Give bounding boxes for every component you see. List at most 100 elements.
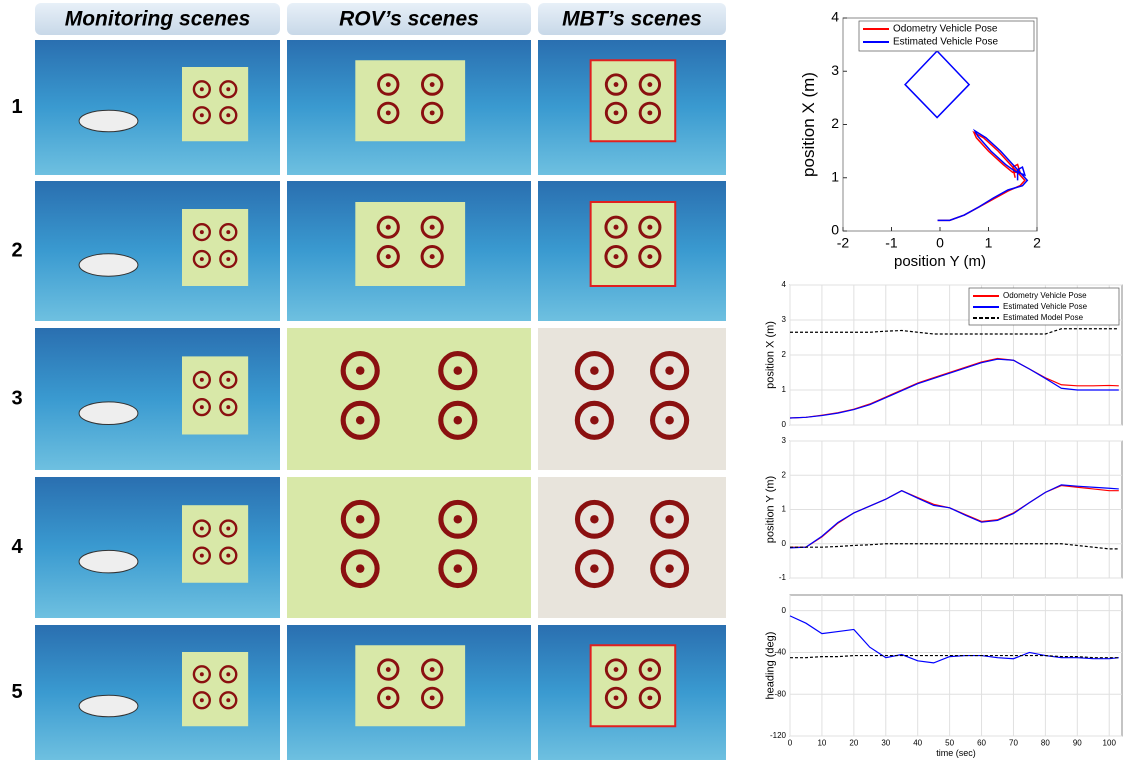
rov (79, 110, 138, 132)
target-dot (200, 526, 204, 530)
legend-label: Estimated Vehicle Pose (1003, 302, 1088, 311)
x-tick-label: 0 (788, 738, 793, 747)
target-dot (200, 672, 204, 676)
y-tick-label: 2 (831, 115, 839, 131)
target-dot (614, 82, 619, 87)
target-dot (200, 230, 204, 234)
x-tick-label: 0 (936, 234, 944, 250)
x-tick-label: 1 (985, 234, 993, 250)
target-dot (647, 82, 652, 87)
y-tick-label: 3 (782, 436, 787, 445)
rov (79, 695, 138, 717)
x-tick-label: 10 (817, 738, 826, 747)
row-label: 1 (11, 96, 22, 118)
target-dot (226, 113, 230, 117)
target-box (355, 60, 465, 141)
target-box (591, 645, 676, 726)
y-tick-label: 1 (782, 505, 787, 514)
x-tick-label: 70 (1009, 738, 1018, 747)
x-tick-label: 50 (945, 738, 954, 747)
target-dot (226, 405, 230, 409)
target-dot (665, 515, 673, 523)
target-dot (200, 257, 204, 261)
x-tick-label: 20 (849, 738, 858, 747)
x-tick-label: 60 (977, 738, 986, 747)
target-dot (665, 564, 673, 572)
target-dot (226, 526, 230, 530)
rov (79, 254, 138, 276)
target-dot (647, 225, 652, 230)
target-dot (200, 378, 204, 382)
target-box (287, 328, 531, 470)
target-dot (614, 667, 619, 672)
target-dot (614, 254, 619, 259)
target-box (182, 209, 248, 286)
target-dot (356, 564, 364, 572)
x-tick-label: 90 (1073, 738, 1082, 747)
y-tick-label: 0 (782, 606, 787, 615)
canvas: Monitoring scenesROV’s scenesMBT’s scene… (0, 0, 1135, 762)
y-axis-label: heading (deg) (765, 632, 777, 700)
y-tick-label: 0 (782, 420, 787, 429)
photo (538, 328, 726, 470)
target-dot (200, 113, 204, 117)
target-box (182, 652, 248, 726)
target-dot (226, 230, 230, 234)
target-dot (226, 672, 230, 676)
target-box (591, 60, 676, 141)
figure: Monitoring scenesROV’s scenesMBT’s scene… (0, 0, 1135, 762)
x-tick-label: 2 (1033, 234, 1041, 250)
x-tick-label: 30 (881, 738, 890, 747)
row-label: 4 (11, 536, 23, 558)
y-tick-label: 4 (782, 280, 787, 289)
y-tick-label: 2 (782, 470, 787, 479)
x-tick-label: -1 (885, 234, 898, 250)
target-dot (430, 225, 435, 230)
target-dot (226, 257, 230, 261)
target-dot (430, 667, 435, 672)
target-dot (356, 366, 365, 375)
target-box (182, 67, 248, 141)
y-tick-label: 3 (831, 62, 839, 78)
legend-label: Odometry Vehicle Pose (1003, 291, 1087, 300)
target-dot (430, 110, 435, 115)
target-dot (200, 87, 204, 91)
y-tick-label: 3 (782, 315, 787, 324)
y-tick-label: 1 (782, 385, 787, 394)
target-dot (386, 225, 391, 230)
x-tick-label: 100 (1103, 738, 1117, 747)
target-dot (386, 110, 391, 115)
target-dot (665, 416, 674, 425)
y-tick-label: 1 (831, 168, 839, 184)
row-label: 5 (11, 681, 22, 703)
legend-label: Odometry Vehicle Pose (893, 24, 998, 35)
column-header: MBT’s scenes (562, 8, 702, 31)
column-header: Monitoring scenes (65, 8, 251, 31)
target-dot (200, 554, 204, 558)
target-dot (226, 554, 230, 558)
target-dot (590, 366, 599, 375)
target-dot (647, 254, 652, 259)
target-dot (430, 695, 435, 700)
x-tick-label: 40 (913, 738, 922, 747)
target-dot (356, 515, 364, 523)
target-dot (430, 82, 435, 87)
photo (538, 477, 726, 618)
rov (79, 550, 138, 573)
rov (79, 402, 138, 425)
target-dot (430, 254, 435, 259)
y-tick-label: -1 (779, 573, 787, 582)
x-tick-label: -2 (837, 234, 850, 250)
target-box (355, 645, 465, 726)
plot-area (790, 595, 1122, 736)
legend-label: Estimated Model Pose (1003, 313, 1084, 322)
y-axis-label: position Y (m) (765, 476, 777, 543)
x-axis-label: time (sec) (936, 748, 976, 758)
row-label: 3 (11, 387, 22, 409)
y-tick-label: -120 (770, 731, 787, 740)
y-tick-label: 0 (782, 539, 787, 548)
y-axis-label: position X (m) (765, 321, 777, 389)
target-dot (386, 254, 391, 259)
target-dot (386, 82, 391, 87)
target-dot (386, 667, 391, 672)
